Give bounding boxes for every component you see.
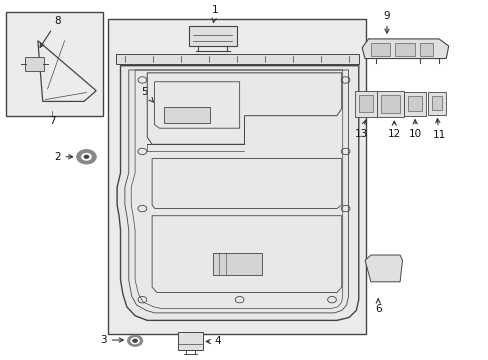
Text: 13: 13 [354,120,367,139]
Text: 6: 6 [374,298,381,314]
Circle shape [130,338,139,344]
Text: 10: 10 [408,120,421,139]
FancyBboxPatch shape [427,92,446,115]
Polygon shape [117,66,358,320]
FancyBboxPatch shape [178,332,203,350]
Bar [380,95,399,113]
Text: 9: 9 [383,11,389,33]
Text: 5: 5 [141,87,153,102]
Text: 11: 11 [431,119,445,140]
Polygon shape [365,255,402,282]
Bar [212,253,261,275]
Circle shape [77,150,96,164]
Text: 1: 1 [212,5,218,22]
Bar [407,96,421,111]
Circle shape [81,153,92,161]
Bar [419,43,432,56]
FancyBboxPatch shape [25,57,44,71]
Circle shape [132,339,137,342]
Bar [164,107,210,123]
Circle shape [127,335,142,346]
Text: 12: 12 [387,121,400,139]
Text: 2: 2 [54,152,73,162]
Text: 8: 8 [40,16,61,47]
Bar [431,96,442,111]
Circle shape [83,155,89,159]
Bar [358,95,372,112]
Polygon shape [362,39,448,59]
Bar [370,43,389,56]
FancyBboxPatch shape [404,92,425,116]
Text: 3: 3 [100,335,123,345]
FancyBboxPatch shape [354,91,376,117]
Bar [394,43,414,56]
Text: 4: 4 [206,337,221,346]
Bar [108,19,366,334]
FancyBboxPatch shape [376,91,403,117]
Bar [188,26,237,46]
Text: 7: 7 [49,116,56,126]
Bar [116,54,358,64]
Bar [6,12,103,116]
